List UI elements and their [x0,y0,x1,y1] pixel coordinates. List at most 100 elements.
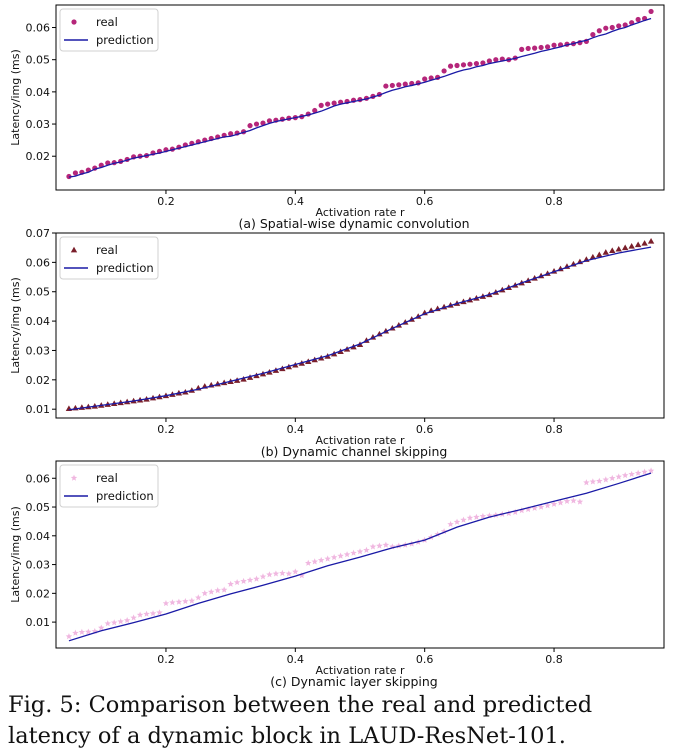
real-point [240,577,247,585]
real-point [609,247,616,254]
y-tick-label: 0.03 [26,344,51,357]
real-point [486,512,493,519]
y-axis-label: Latency/img (ms) [9,277,22,373]
real-point [117,618,124,625]
real-point [460,62,467,68]
real-point [479,512,487,519]
x-tick-label: 0.4 [287,653,305,666]
legend-real-marker [70,474,78,481]
real-point [447,63,454,69]
real-point [532,45,538,51]
real-point [628,470,635,477]
real-point [621,244,629,251]
real-point [247,123,253,129]
real-point [182,597,189,605]
real-point [512,508,519,515]
real-point [123,616,131,624]
y-tick-label: 0.05 [26,501,51,514]
real-point [603,25,609,31]
plot-frame [55,4,665,191]
real-point [570,497,577,504]
real-point [376,542,383,549]
real-point [253,575,260,582]
real-point [550,500,558,507]
plot-frame [55,460,665,649]
real-point [260,120,266,126]
y-tick-label: 0.01 [26,403,51,416]
real-point [596,28,602,34]
real-point [628,243,635,249]
real-point [85,628,92,635]
real-point [583,479,590,486]
figure: 0.2 0.4 0.6 0.8 0.02 0.03 0.04 0.05 0.06 Activati… [9,4,665,689]
real-point [609,24,615,31]
y-tick-label: 0.02 [26,150,51,163]
real-point [396,82,402,88]
real-point [589,478,597,485]
real-point [78,628,86,635]
y-tick-label: 0.05 [26,286,51,299]
y-axis-label: Latency/img (ms) [9,506,22,602]
real-point [634,469,642,476]
real-point [615,245,622,252]
y-tick-label: 0.06 [26,256,51,269]
real-point [647,238,655,244]
real-point [240,376,247,382]
real-point [473,60,480,67]
real-point [279,569,286,576]
real-point [453,518,461,525]
real-point [162,600,170,607]
real-point [188,597,196,604]
x-tick-label: 0.6 [416,653,434,666]
real-point [434,530,441,538]
real-point [557,499,564,506]
real-point [480,60,486,66]
real-point [110,619,118,626]
real-point [525,45,531,52]
real-point [156,609,163,616]
legend-prediction-label: prediction [96,489,154,503]
x-tick-label: 0.8 [545,195,563,208]
real-point [363,546,370,553]
x-tick-label: 0.6 [416,195,434,208]
real-point [246,576,254,583]
real-point [493,57,499,63]
real-point [524,505,532,513]
prediction-line [68,17,652,178]
real-point [324,555,331,562]
x-tick-label: 0.8 [545,653,563,666]
real-point [616,23,622,29]
real-point [596,251,603,258]
real-point [266,571,273,578]
real-point [615,473,622,480]
real-point [98,624,105,631]
real-point [635,16,641,23]
real-point [641,240,648,246]
real-point [537,503,545,510]
chart-subtitle: (c) Dynamic layer skipping [270,674,437,689]
real-point [65,633,73,640]
real-point [590,31,596,38]
real-point [648,8,654,15]
y-tick-label: 0.06 [26,472,51,485]
real-point [298,572,306,579]
real-point [538,44,544,51]
real-point [266,118,273,124]
y-axis-label: Latency/img (ms) [9,49,22,145]
real-point [395,542,403,549]
y-tick-label: 0.02 [26,374,51,387]
x-tick-label: 0.4 [287,195,305,208]
y-tick-label: 0.05 [26,54,51,67]
plot-frame [55,232,665,419]
legend-real-marker [71,19,77,25]
y-tick-label: 0.02 [26,587,51,600]
real-point [149,610,157,617]
real-point [259,573,267,580]
real-point [228,131,234,137]
real-point [72,629,79,636]
real-point [369,543,377,550]
real-point [311,558,318,565]
real-point [208,588,215,595]
x-axis-label: Activation rate r [316,434,405,447]
chart-panel-1: 0.2 0.4 0.6 0.8 0.02 0.03 0.04 0.05 0.06 Activati… [9,4,665,231]
